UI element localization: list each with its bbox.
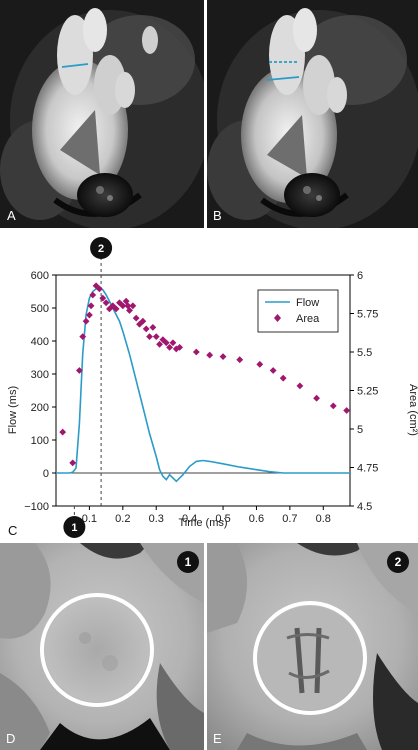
y-left-tick-label: 600 xyxy=(31,270,49,282)
area-data-point xyxy=(109,302,117,310)
area-data-point xyxy=(269,367,277,374)
panel-label-d: D xyxy=(6,731,16,746)
y-left-tick-label: 400 xyxy=(31,336,49,348)
area-data-point xyxy=(296,382,304,390)
area-data-point xyxy=(152,333,160,340)
area-data-point xyxy=(219,353,227,361)
area-data-point xyxy=(122,297,130,305)
area-data-point xyxy=(313,394,320,402)
x-tick-label: 0.2 xyxy=(115,513,130,525)
x-axis-title: Time (ms) xyxy=(178,517,227,529)
time-marker-label: 1 xyxy=(71,522,77,534)
crosssection-panel-e: E 2 xyxy=(207,543,418,750)
y-right-tick-label: 5.5 xyxy=(357,347,372,359)
legend-area-swatch xyxy=(274,314,281,322)
y-right-tick-label: 4.75 xyxy=(357,463,378,475)
y-left-tick-label: 500 xyxy=(31,303,49,315)
chart-legend: Flow Area xyxy=(257,289,339,333)
marker-badge-e: 2 xyxy=(387,551,409,573)
area-data-point xyxy=(256,360,264,368)
y-right-tick-label: 5 xyxy=(357,424,363,436)
y-left-tick-label: 300 xyxy=(31,369,49,381)
area-data-point xyxy=(149,323,157,331)
region-circle-d xyxy=(40,593,154,707)
mri-image-b xyxy=(207,0,418,228)
area-data-point xyxy=(142,325,150,333)
area-data-point xyxy=(126,307,133,314)
panel-label-c: C xyxy=(8,523,17,538)
mri-image-a xyxy=(0,0,204,228)
area-data-point xyxy=(159,336,167,344)
x-tick-label: 0.5 xyxy=(215,513,230,525)
mri-panel-b: B xyxy=(207,0,418,228)
area-data-point xyxy=(206,351,214,359)
time-marker-badge xyxy=(63,516,86,538)
y-axis-left-title: Flow (ms) xyxy=(7,386,19,434)
panel-label-b: B xyxy=(213,208,222,223)
area-data-point xyxy=(119,302,127,310)
area-data-point xyxy=(87,302,95,310)
area-data-point xyxy=(146,333,153,340)
area-data-point xyxy=(89,291,97,299)
area-data-point xyxy=(329,402,337,410)
y-left-tick-label: −100 xyxy=(24,501,49,513)
panel-label-a: A xyxy=(7,208,16,223)
time-marker-label: 2 xyxy=(98,243,104,255)
y-right-tick-label: 6 xyxy=(357,270,363,282)
area-data-point xyxy=(69,459,77,467)
area-data-point xyxy=(75,367,83,374)
y-left-tick-label: 200 xyxy=(31,402,49,414)
x-tick-label: 0.1 xyxy=(82,513,97,525)
y-left-tick-label: 0 xyxy=(43,468,49,480)
area-data-point xyxy=(102,299,110,307)
legend-area-label: Area xyxy=(296,313,320,325)
area-data-point xyxy=(156,340,163,348)
x-tick-label: 0.3 xyxy=(149,513,164,525)
chart-panel-c: 600 500 400 300 200 100 0 −100 6 5.75 5.5 5.25 5 4.75… xyxy=(0,230,418,540)
x-tick-label: 0.8 xyxy=(316,513,331,525)
legend-flow-label: Flow xyxy=(296,297,319,309)
area-data-point xyxy=(86,311,93,319)
mri-panel-a: A xyxy=(0,0,204,228)
panel-label-e: E xyxy=(213,731,222,746)
crosssection-panel-d: D 1 xyxy=(0,543,204,750)
area-data-point xyxy=(136,320,143,328)
y-axis-right-title: Area (cm²) xyxy=(407,384,418,436)
area-data-point xyxy=(279,374,287,382)
crosssection-image-d xyxy=(0,543,204,750)
area-data-point xyxy=(79,333,87,340)
y-right-tick-label: 5.25 xyxy=(357,386,378,398)
area-data-point xyxy=(343,407,351,414)
area-data-point xyxy=(99,294,107,302)
area-data-point xyxy=(82,317,90,325)
y-right-tick-label: 4.5 xyxy=(357,501,372,513)
y-right-tick-label: 5.75 xyxy=(357,309,378,321)
x-tick-label: 0.4 xyxy=(182,513,197,525)
area-data-point xyxy=(139,317,147,325)
area-data-point xyxy=(236,356,244,364)
area-data-point xyxy=(162,339,170,347)
area-data-point xyxy=(124,302,132,310)
crosssection-image-e xyxy=(207,543,418,750)
y-left-tick-label: 100 xyxy=(31,435,49,447)
area-data-point xyxy=(96,285,103,293)
region-circle-e xyxy=(253,601,367,715)
area-data-point xyxy=(129,302,137,310)
area-data-point xyxy=(59,428,67,436)
flow-series-line xyxy=(56,287,350,483)
time-marker-badge xyxy=(90,237,113,259)
area-data-point xyxy=(172,345,180,353)
area-data-point xyxy=(169,339,177,347)
marker-badge-d: 1 xyxy=(177,551,199,573)
x-tick-label: 0.7 xyxy=(282,513,297,525)
x-tick-label: 0.6 xyxy=(249,513,264,525)
flow-area-chart: 600 500 400 300 200 100 0 −100 6 5.75 5.5 5.25 5 4.75… xyxy=(0,230,418,540)
